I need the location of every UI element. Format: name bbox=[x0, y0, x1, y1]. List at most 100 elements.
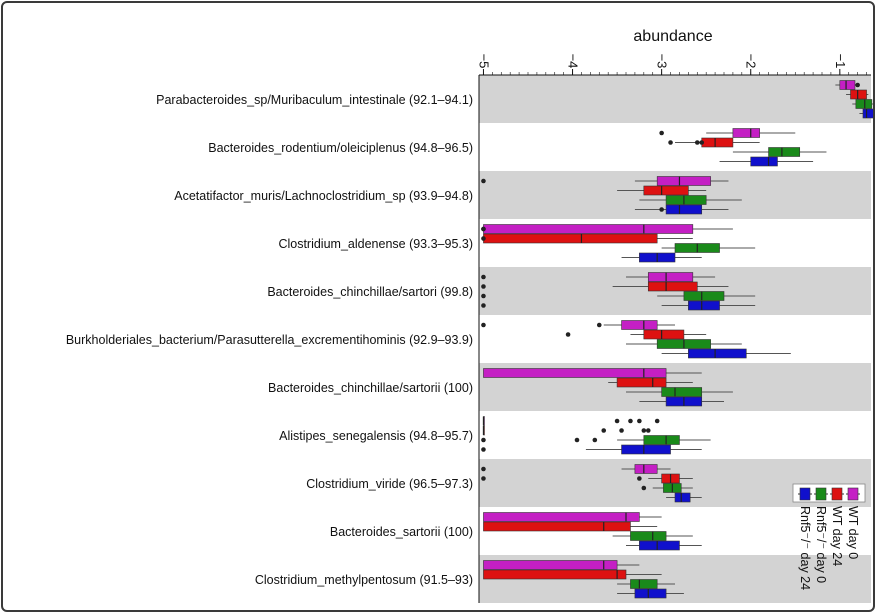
box bbox=[483, 560, 618, 570]
outlier-point bbox=[592, 437, 598, 443]
outlier-point bbox=[641, 428, 647, 433]
outlier-point bbox=[481, 293, 486, 299]
box bbox=[483, 512, 640, 522]
box bbox=[616, 377, 667, 388]
box-3 bbox=[661, 348, 791, 359]
box bbox=[750, 156, 778, 167]
box bbox=[643, 329, 685, 340]
legend-swatch bbox=[799, 487, 811, 501]
outlier-point bbox=[481, 322, 486, 328]
category-label: Bacteroides_chinchillae/sartorii (100) bbox=[268, 381, 473, 395]
outlier-point bbox=[574, 437, 580, 443]
box-3 bbox=[639, 396, 724, 407]
box-3 bbox=[481, 444, 702, 455]
legend-label: Rnf5⁻/⁻ day 24 bbox=[798, 506, 812, 590]
category-label: Burkholderiales_bacterium/Parasutterella… bbox=[66, 333, 473, 347]
box-3 bbox=[859, 108, 873, 119]
box bbox=[483, 569, 627, 580]
box-0 bbox=[481, 464, 671, 474]
category-label: Bacteroides_sartorii (100) bbox=[330, 525, 473, 539]
box-0 bbox=[483, 512, 662, 522]
legend-swatch bbox=[831, 487, 843, 501]
category-label: Clostridium_aldenense (93.3–95.3) bbox=[278, 237, 473, 251]
outlier-point bbox=[481, 303, 486, 308]
category-label: Acetatifactor_muris/Lachnoclostridium_sp… bbox=[174, 189, 473, 203]
legend-box bbox=[792, 483, 866, 503]
axis-tick-label: −5 bbox=[476, 54, 491, 69]
box-1 bbox=[481, 281, 729, 292]
outlier-point bbox=[481, 226, 486, 232]
outlier-point bbox=[628, 418, 633, 424]
box-0 bbox=[483, 368, 702, 378]
abundance-axis: −5 −4 −3 −2 −1 bbox=[476, 54, 871, 603]
category-labels: Parabacteroides_sp/Muribaculum_intestina… bbox=[66, 93, 473, 587]
outlier-point bbox=[637, 418, 642, 424]
box bbox=[665, 204, 703, 215]
box-1 bbox=[483, 521, 658, 532]
outlier-point bbox=[481, 178, 486, 184]
box-1 bbox=[565, 329, 707, 340]
outlier-point bbox=[654, 418, 660, 424]
outlier-point bbox=[596, 322, 602, 328]
box-0 bbox=[482, 416, 660, 426]
row-band bbox=[479, 75, 871, 123]
box-3 bbox=[626, 540, 702, 551]
outlier-point bbox=[614, 418, 620, 424]
outlier-point bbox=[481, 476, 486, 481]
box-0 bbox=[835, 80, 860, 90]
outlier-point bbox=[637, 476, 642, 481]
outlier-point bbox=[481, 466, 486, 472]
abundance-boxplot-chart: −5 −4 −3 −2 −1 abundance Parabacteroides_sp/… bbox=[66, 28, 873, 603]
box bbox=[674, 492, 691, 503]
category-label: Alistipes_senegalensis (94.8–95.7) bbox=[279, 429, 473, 443]
box bbox=[732, 128, 760, 138]
box-0 bbox=[481, 224, 733, 234]
box-2 bbox=[617, 579, 675, 589]
outlier-point bbox=[481, 274, 486, 280]
box-1 bbox=[608, 377, 693, 388]
box-1 bbox=[617, 185, 707, 196]
outlier-point bbox=[694, 140, 700, 145]
box bbox=[839, 80, 856, 90]
category-label: Bacteroides_chinchillae/sartori (99.8) bbox=[267, 285, 473, 299]
box-2 bbox=[626, 387, 733, 397]
box bbox=[656, 176, 711, 186]
box-1 bbox=[846, 89, 869, 100]
box bbox=[768, 147, 801, 157]
box-0 bbox=[481, 176, 729, 186]
box-0 bbox=[659, 128, 796, 138]
box bbox=[643, 185, 689, 196]
legend-label: WT day 0 bbox=[846, 506, 860, 559]
box-1 bbox=[483, 569, 662, 580]
box-0 bbox=[481, 272, 716, 282]
outlier-point bbox=[699, 140, 705, 145]
legend: Rnf5⁻/⁻ day 24 Rnf5⁻/⁻ day 0 WT day 24 WT d… bbox=[792, 483, 866, 590]
category-label: Parabacteroides_sp/Muribaculum_intestina… bbox=[156, 93, 473, 107]
outlier-point bbox=[481, 284, 486, 289]
axis-tick-label: −1 bbox=[833, 54, 848, 69]
box bbox=[634, 464, 658, 474]
axis-tick-label: −3 bbox=[655, 54, 670, 69]
box-1 bbox=[481, 473, 693, 484]
box-0 bbox=[483, 560, 640, 570]
axis-tick-label: −4 bbox=[566, 54, 581, 69]
box-2 bbox=[481, 435, 711, 445]
box-3 bbox=[634, 204, 729, 215]
box-1 bbox=[482, 425, 651, 436]
box-2 bbox=[661, 243, 756, 253]
box bbox=[665, 195, 707, 205]
outlier-point bbox=[668, 140, 673, 145]
box bbox=[661, 387, 703, 397]
box bbox=[850, 89, 867, 100]
box bbox=[639, 540, 680, 551]
box-3 bbox=[617, 588, 684, 599]
outlier-point bbox=[481, 447, 486, 452]
box-2 bbox=[481, 291, 756, 301]
box bbox=[621, 320, 658, 330]
outlier-point bbox=[601, 428, 607, 433]
box bbox=[643, 435, 680, 445]
outlier-point bbox=[619, 428, 624, 433]
box bbox=[483, 233, 658, 244]
outlier-point bbox=[481, 437, 486, 443]
